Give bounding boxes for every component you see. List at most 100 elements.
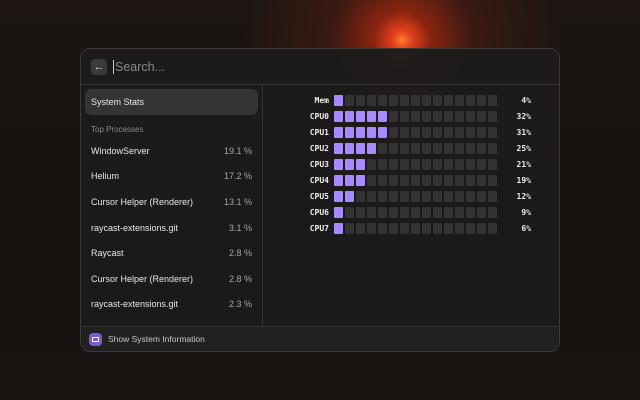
bar-cell [389,111,398,122]
bar-cell [422,223,431,234]
process-item[interactable]: raycast-extensions.git 3.1 % [85,215,258,241]
bar-cell [400,111,409,122]
process-name: WindowServer [91,145,150,156]
bar-cell [488,207,497,218]
bar-cell [356,175,365,186]
bar-cell [488,191,497,202]
bar-cell [345,191,354,202]
usage-bar [334,223,497,234]
bar-cell [411,111,420,122]
bar-cell [367,95,376,106]
bar-cell [455,223,464,234]
stat-row-cpu7: CPU7 6% [298,223,531,234]
stat-row-cpu2: CPU2 25% [298,143,531,154]
stat-label: CPU1 [309,128,329,137]
stat-label: CPU2 [309,144,329,153]
item-label: System Stats [91,97,145,107]
show-system-info-action[interactable]: Show System Information [108,334,205,344]
stat-row-cpu5: CPU5 12% [298,191,531,202]
bar-cell [367,159,376,170]
bar-cell [356,95,365,106]
bar-cell [477,159,486,170]
bar-cell [422,207,431,218]
usage-bar [334,111,497,122]
stat-value: 19% [516,176,531,185]
bar-cell [356,207,365,218]
bar-cell [345,127,354,138]
bar-cell [477,143,486,154]
bar-cell [345,143,354,154]
action-bar: Show System Information [81,326,559,351]
bar-cell [367,143,376,154]
process-item[interactable]: raycast-extensions.git 2.3 % [85,292,258,318]
bar-cell [411,159,420,170]
bar-cell [455,159,464,170]
bar-cell [477,111,486,122]
bar-cell [400,159,409,170]
bar-cell [334,111,343,122]
usage-bar [334,207,497,218]
bar-cell [389,159,398,170]
stat-value: 12% [516,192,531,201]
bar-cell [400,175,409,186]
bar-cell [488,159,497,170]
bar-cell [477,175,486,186]
process-item[interactable]: WindowServer 19.1 % [85,138,258,164]
bar-cell [411,95,420,106]
bar-cell [378,95,387,106]
bar-cell [455,191,464,202]
process-cpu: 2.3 % [228,299,252,310]
process-name: Cursor Helper (Renderer) [91,196,194,207]
bar-cell [477,207,486,218]
stat-row-cpu1: CPU1 31% [298,127,531,138]
bar-cell [334,159,343,170]
stats-panel: Mem 4% CPU0 32% CPU1 31% CPU2 25% CPU3 21% CPU4 19%… [264,85,559,327]
bar-cell [433,111,442,122]
bar-cell [455,207,464,218]
bar-cell [411,127,420,138]
usage-bar [334,127,497,138]
bar-cell [378,127,387,138]
bar-cell [378,207,387,218]
bar-cell [488,111,497,122]
bar-cell [444,127,453,138]
bar-cell [400,95,409,106]
bar-cell [488,223,497,234]
process-item[interactable]: Raycast 2.8 % [85,240,258,266]
bar-cell [433,191,442,202]
bar-cell [433,175,442,186]
process-item[interactable]: Cursor Helper (Renderer) 2.8 % [85,266,258,292]
bar-cell [466,207,475,218]
process-item[interactable]: Helium 17.2 % [85,164,258,190]
bar-cell [422,111,431,122]
bar-cell [367,127,376,138]
process-name: raycast-extensions.git [91,299,179,310]
usage-bar [334,175,497,186]
bar-cell [477,95,486,106]
stat-value: 4% [521,96,531,105]
bar-cell [488,95,497,106]
bar-cell [422,95,431,106]
bar-cell [367,111,376,122]
bar-cell [411,223,420,234]
bar-cell [400,191,409,202]
bar-cell [411,143,420,154]
usage-bar [334,95,497,106]
bar-cell [433,127,442,138]
process-cpu: 17.2 % [223,171,252,182]
bar-cell [422,143,431,154]
bar-cell [466,127,475,138]
search-input[interactable] [113,59,413,74]
process-item[interactable]: Cursor Helper (Renderer) 13.1 % [85,189,258,215]
list-item-system-stats[interactable]: System Stats [85,89,258,115]
stat-value: 32% [516,112,531,121]
back-arrow-icon[interactable]: ← [91,58,107,75]
bar-cell [444,175,453,186]
bar-cell [378,175,387,186]
stat-label: CPU4 [309,176,329,185]
bar-cell [367,207,376,218]
stat-value: 9% [521,208,531,217]
bar-cell [334,223,343,234]
bar-cell [488,127,497,138]
bar-cell [422,159,431,170]
